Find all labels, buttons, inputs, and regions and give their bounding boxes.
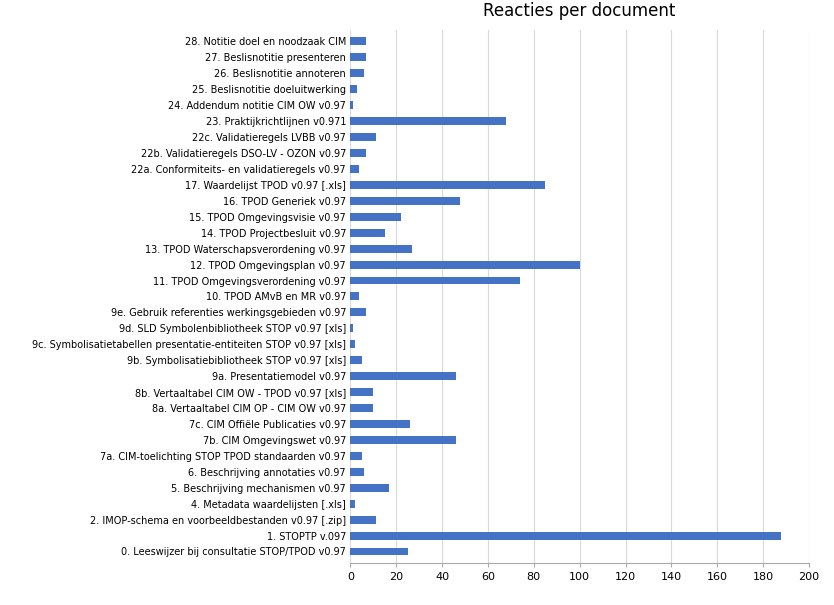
Bar [350, 165, 359, 173]
Bar [350, 38, 366, 45]
Bar [350, 484, 389, 492]
Bar [350, 388, 373, 396]
Bar [350, 229, 384, 237]
Bar [350, 515, 375, 523]
Bar [350, 197, 460, 205]
Bar [350, 404, 373, 412]
Bar [350, 292, 359, 301]
Bar [350, 532, 781, 540]
Bar [350, 468, 364, 476]
Bar [350, 244, 412, 253]
Bar [350, 85, 357, 93]
Bar [350, 70, 364, 77]
Bar [350, 133, 375, 141]
Bar [350, 436, 455, 444]
Bar [350, 53, 366, 61]
Bar [350, 181, 545, 189]
Bar [350, 372, 455, 380]
Bar [350, 420, 410, 428]
Bar [350, 324, 353, 332]
Bar [350, 548, 408, 555]
Bar [350, 101, 353, 109]
Bar [350, 452, 362, 460]
Bar [350, 340, 354, 348]
Bar [350, 276, 520, 284]
Bar [350, 309, 366, 316]
Bar [350, 149, 366, 157]
Bar [350, 356, 362, 364]
Bar [350, 117, 506, 125]
Bar [350, 261, 580, 269]
Bar [350, 213, 400, 221]
Title: Reacties per document: Reacties per document [484, 2, 676, 21]
Bar [350, 500, 354, 508]
